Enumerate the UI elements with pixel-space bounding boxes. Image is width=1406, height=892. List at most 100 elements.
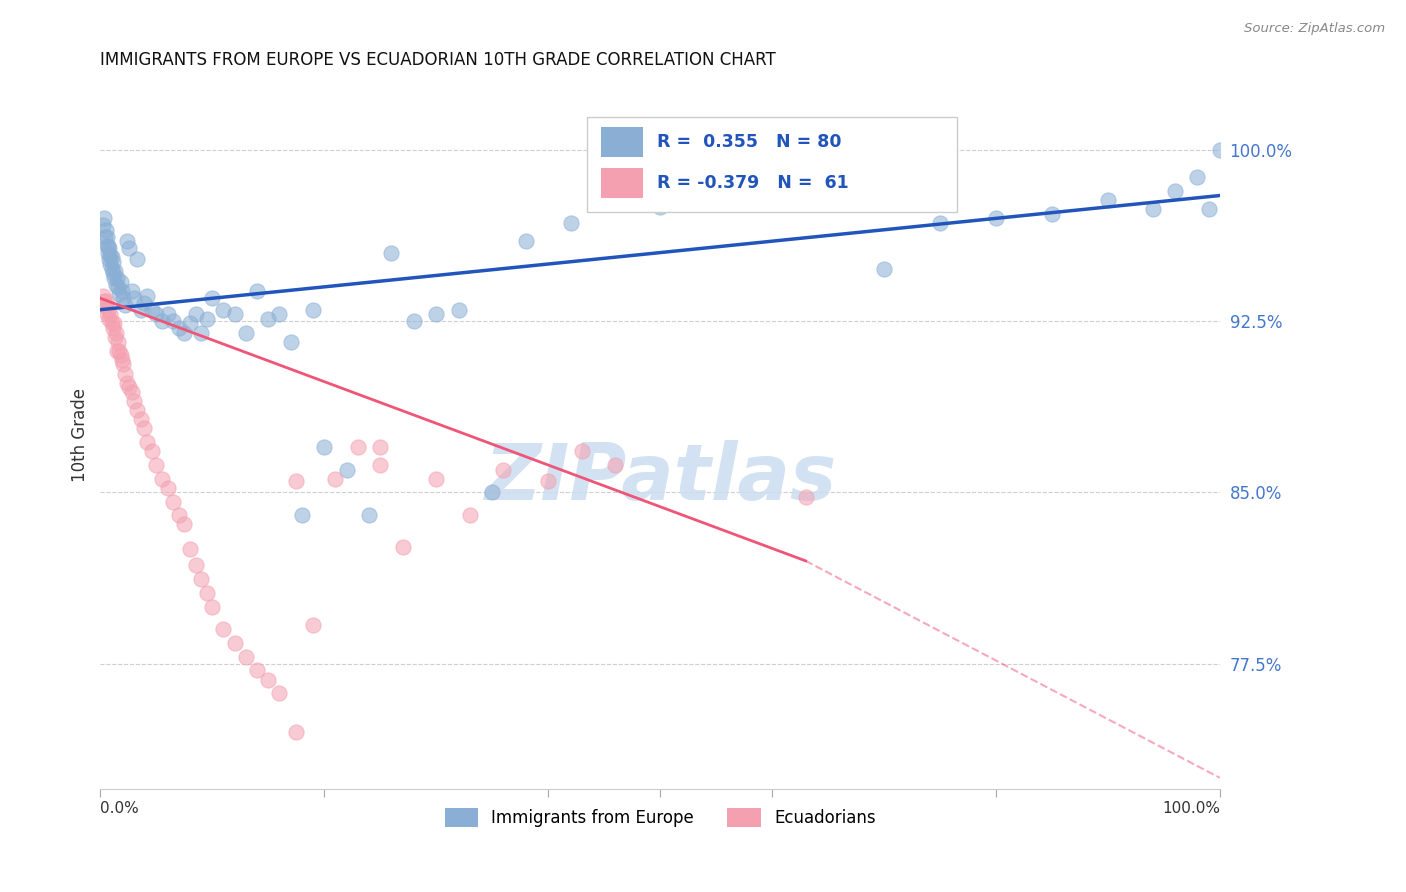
Point — [761, 188, 783, 202]
Point — [425, 472, 447, 486]
Point — [314, 440, 336, 454]
Point — [368, 458, 391, 472]
Point — [515, 234, 537, 248]
Point — [190, 572, 212, 586]
Point — [111, 358, 134, 372]
Point — [173, 517, 195, 532]
Point — [156, 307, 179, 321]
Point — [492, 462, 515, 476]
Point — [115, 234, 138, 248]
Point — [212, 623, 235, 637]
Point — [121, 285, 143, 299]
Point — [1187, 170, 1209, 185]
Point — [111, 285, 134, 299]
Point — [114, 298, 136, 312]
Point — [118, 380, 141, 394]
Point — [1198, 202, 1220, 217]
Point — [285, 725, 308, 739]
Point — [605, 458, 627, 472]
Point — [97, 245, 120, 260]
Point — [108, 286, 131, 301]
Point — [224, 636, 246, 650]
Point — [98, 241, 121, 255]
Point — [447, 302, 470, 317]
Point — [105, 277, 128, 292]
Point — [111, 291, 134, 305]
Point — [212, 302, 235, 317]
Point — [162, 494, 184, 508]
Point — [103, 270, 125, 285]
Point — [114, 367, 136, 381]
Point — [794, 490, 817, 504]
Point — [291, 508, 314, 523]
Point — [129, 302, 152, 317]
Point — [98, 252, 121, 267]
Point — [101, 266, 124, 280]
Point — [97, 239, 120, 253]
Point — [257, 673, 280, 687]
Point — [201, 599, 224, 614]
Point — [1040, 207, 1063, 221]
Point — [190, 326, 212, 340]
Point — [107, 334, 129, 349]
Point — [111, 353, 134, 368]
Point — [94, 298, 117, 312]
Point — [325, 472, 347, 486]
Point — [104, 330, 127, 344]
Point — [704, 193, 727, 207]
Bar — [600, 169, 644, 198]
Point — [391, 540, 413, 554]
Point — [269, 307, 291, 321]
Point — [122, 394, 145, 409]
Point — [167, 508, 190, 523]
Point — [93, 293, 115, 308]
Legend: Immigrants from Europe, Ecuadorians: Immigrants from Europe, Ecuadorians — [437, 801, 883, 834]
Point — [132, 296, 155, 310]
Point — [100, 307, 122, 321]
Point — [145, 307, 167, 321]
Text: ZIPatlas: ZIPatlas — [484, 440, 837, 516]
Point — [458, 508, 481, 523]
Point — [201, 291, 224, 305]
Text: IMMIGRANTS FROM EUROPE VS ECUADORIAN 10TH GRADE CORRELATION CHART: IMMIGRANTS FROM EUROPE VS ECUADORIAN 10T… — [100, 51, 776, 69]
Point — [107, 280, 129, 294]
Point — [235, 649, 257, 664]
Point — [91, 289, 114, 303]
Point — [104, 264, 127, 278]
Point — [156, 481, 179, 495]
Point — [1097, 193, 1119, 207]
Point — [91, 218, 114, 232]
Text: 100.0%: 100.0% — [1161, 801, 1220, 815]
Y-axis label: 10th Grade: 10th Grade — [72, 388, 89, 483]
FancyBboxPatch shape — [588, 117, 956, 212]
Point — [145, 458, 167, 472]
Point — [173, 326, 195, 340]
Point — [1164, 184, 1187, 198]
Point — [246, 664, 269, 678]
Point — [235, 326, 257, 340]
Point — [118, 241, 141, 255]
Point — [195, 311, 218, 326]
Point — [560, 216, 582, 230]
Point — [93, 211, 115, 226]
Point — [121, 384, 143, 399]
Point — [132, 421, 155, 435]
Point — [105, 326, 128, 340]
Point — [150, 472, 173, 486]
Point — [115, 376, 138, 390]
Point — [357, 508, 380, 523]
Point — [136, 435, 159, 450]
Point — [302, 617, 325, 632]
Point — [571, 444, 593, 458]
Point — [162, 314, 184, 328]
Point — [94, 223, 117, 237]
Point — [101, 254, 124, 268]
Point — [984, 211, 1007, 226]
Point — [648, 200, 671, 214]
Point — [97, 302, 120, 317]
Point — [402, 314, 425, 328]
Point — [110, 275, 132, 289]
Point — [100, 248, 122, 262]
Text: R = -0.379   N =  61: R = -0.379 N = 61 — [657, 174, 848, 193]
Point — [246, 285, 269, 299]
